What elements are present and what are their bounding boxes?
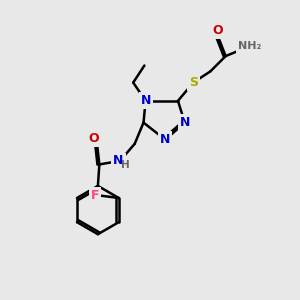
Text: H: H [121, 160, 130, 170]
Text: S: S [189, 76, 198, 89]
Text: O: O [212, 24, 223, 37]
Text: N: N [113, 154, 124, 167]
Text: F: F [91, 189, 100, 202]
Text: N: N [140, 94, 151, 107]
Text: N: N [180, 116, 190, 129]
Text: NH₂: NH₂ [238, 41, 261, 51]
Text: O: O [88, 132, 99, 145]
Text: N: N [160, 133, 170, 146]
